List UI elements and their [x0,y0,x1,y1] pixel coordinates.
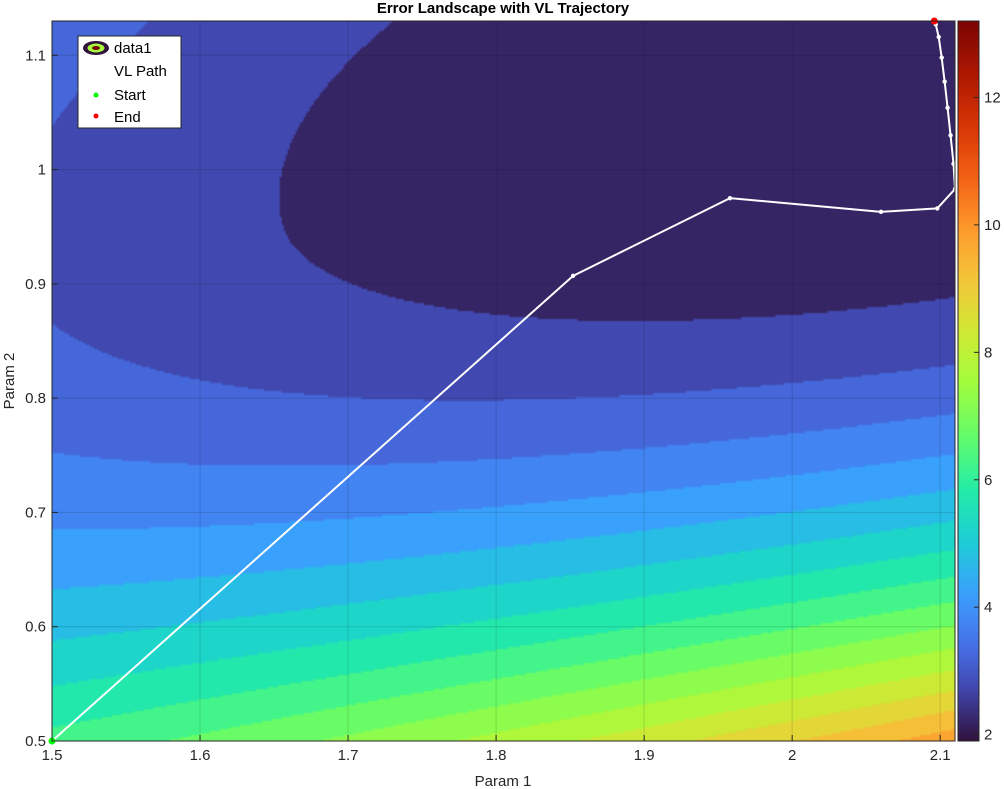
vl-path-point [951,161,955,167]
legend-start-marker [93,92,99,98]
vl-path-point [952,186,955,192]
colorbar-tick-label: 12 [984,89,1001,106]
vl-path-point [935,206,940,211]
colorbar-tick-label: 10 [984,217,1001,234]
colorbar-fill [958,21,979,741]
x-tick-label: 1.6 [190,747,211,764]
legend: data1 VL Path Start End [77,35,182,129]
vl-path-point [878,209,884,215]
series-layer [52,21,955,741]
colorbar-frame [957,20,980,742]
vl-path-point [942,79,947,84]
colorbar-tick-label: 8 [984,344,992,361]
colorbar-tick-label: 2 [984,727,992,744]
y-tick-label: 1 [38,162,46,179]
colorbar-tick-label: 6 [984,472,992,489]
x-axis-label: Param 1 [475,773,532,789]
vl-path-line [52,21,955,741]
legend-label-start: Start [114,87,147,104]
x-tick-label: 1.9 [634,747,655,764]
legend-contour-icon [83,41,109,55]
y-tick-label: 0.6 [25,619,46,636]
vl-path-point [936,34,941,40]
legend-label-end: End [114,109,141,126]
x-tick-label: 1.5 [42,747,63,764]
y-tick-label: 0.9 [25,276,46,293]
colorbar-ticks: 2 4 6 8 10 12 [974,89,1001,744]
y-axis-label: Param 2 [1,353,18,410]
plot-area [48,17,956,745]
error-contour-fill [52,21,955,741]
colorbar-tick-label: 4 [984,599,992,616]
y-axis-ticks: 0.5 0.6 0.7 0.8 0.9 1 1.1 [25,47,58,750]
y-tick-label: 1.1 [25,47,46,64]
x-tick-label: 2 [788,747,796,764]
x-axis-ticks: 1.5 1.6 1.7 1.8 1.9 2 2.1 [42,735,951,764]
x-tick-label: 2.1 [930,747,951,764]
y-tick-label: 0.8 [25,390,46,407]
y-tick-label: 0.7 [25,504,46,521]
plot-frame [51,20,956,742]
colorbar: 2 4 6 8 10 12 [957,20,1001,744]
legend-label-vl-path: VL Path [114,63,167,80]
chart-title: Error Landscape with VL Trajectory [377,0,630,17]
vl-path-point [727,195,733,201]
legend-label-data1: data1 [114,40,152,57]
vl-path-point [570,273,576,279]
vl-path-point [945,105,950,111]
x-tick-label: 1.8 [486,747,507,764]
vl-path-point [939,55,944,60]
y-tick-label: 0.5 [25,733,46,750]
x-tick-label: 1.7 [338,747,359,764]
vl-path-point [948,133,953,138]
legend-end-marker [93,113,99,119]
